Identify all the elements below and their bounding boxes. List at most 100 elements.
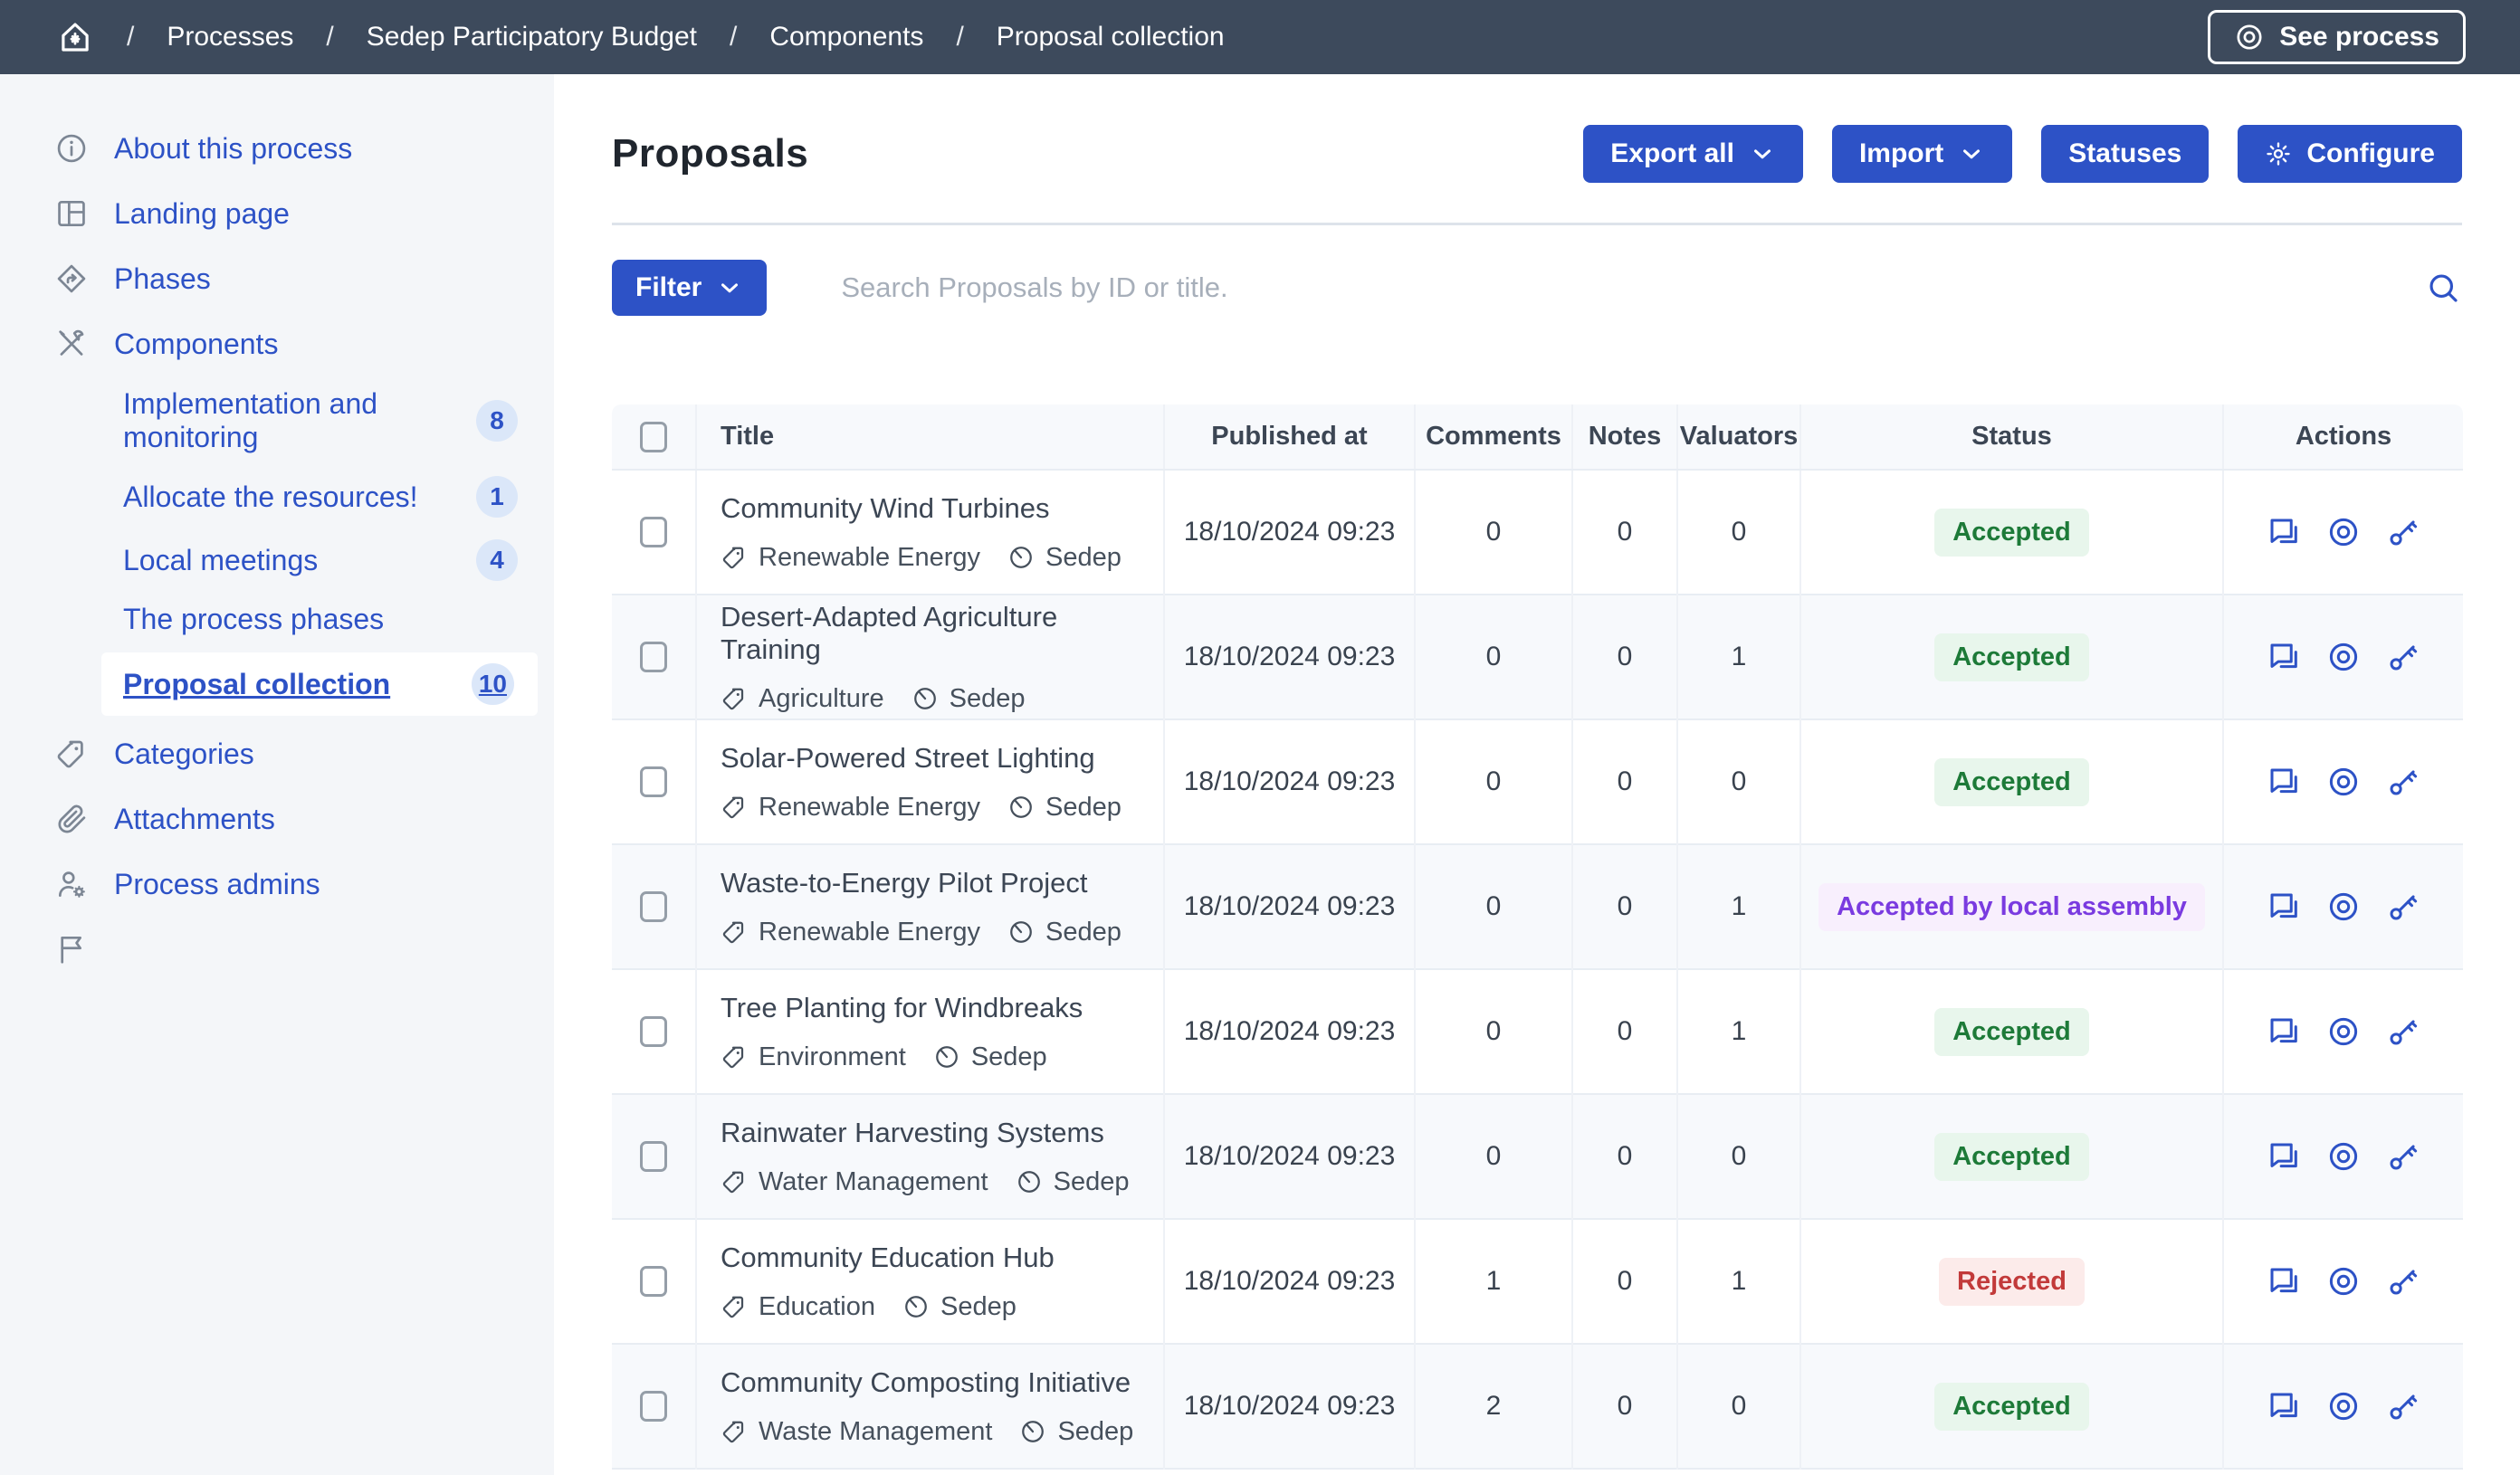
permissions-key-button[interactable]	[2386, 890, 2420, 924]
search-button[interactable]	[2424, 269, 2462, 307]
proposal-title: Desert-Adapted Agriculture Training	[721, 600, 1058, 665]
permissions-key-button[interactable]	[2386, 765, 2420, 799]
answer-proposal-button[interactable]	[2267, 1014, 2301, 1049]
preview-proposal-button[interactable]	[2326, 640, 2361, 674]
filter-button[interactable]: Filter	[612, 260, 768, 316]
row-checkbox[interactable]	[640, 1141, 667, 1172]
comments-cell: 0	[1414, 719, 1572, 844]
notes-cell: 0	[1571, 595, 1677, 719]
sidebar-item-label: Attachments	[114, 802, 275, 835]
sidebar-item-landing-page[interactable]: Landing page	[0, 181, 554, 246]
comments-cell: 0	[1414, 595, 1572, 719]
sidebar-item-process-admins[interactable]: Process admins	[0, 852, 554, 917]
proposal-scope: Sedep	[1053, 1166, 1130, 1196]
preview-proposal-button[interactable]	[2326, 765, 2361, 799]
sidebar-subitem-implementation-and-monitoring[interactable]: Implementation and monitoring 8	[0, 376, 554, 465]
sidebar-item-label: About this process	[114, 131, 353, 165]
gear-icon	[2267, 142, 2291, 166]
answer-proposal-button[interactable]	[2267, 890, 2301, 924]
scope-icon	[905, 1296, 927, 1318]
statuses-button[interactable]: Statuses	[2041, 125, 2210, 183]
sidebar-subitem-the-process-phases[interactable]: The process phases	[0, 592, 554, 647]
answer-proposal-button[interactable]	[2267, 640, 2301, 674]
layout-icon	[58, 200, 85, 227]
valuators-cell: 1	[1676, 844, 1800, 969]
published-at-cell: 18/10/2024 09:23	[1163, 470, 1415, 595]
table-header-row: Title Published at Comments Notes Valuat…	[612, 404, 2463, 471]
permissions-key-button[interactable]	[2386, 515, 2420, 549]
sidebar-item-components[interactable]: Components	[0, 311, 554, 376]
answer-proposal-button[interactable]	[2267, 1389, 2301, 1423]
preview-proposal-button[interactable]	[2326, 1389, 2361, 1423]
breadcrumb-process-name[interactable]: Sedep Participatory Budget	[366, 22, 697, 52]
home-link[interactable]	[56, 18, 94, 56]
answer-proposal-button[interactable]	[2267, 515, 2301, 549]
breadcrumb-components[interactable]: Components	[769, 22, 924, 52]
row-checkbox[interactable]	[640, 1266, 667, 1297]
answer-proposal-button[interactable]	[2267, 765, 2301, 799]
home-icon	[62, 23, 89, 52]
category-tag-icon	[722, 1296, 744, 1318]
proposal-scope: Sedep	[949, 683, 1026, 713]
breadcrumb-processes[interactable]: Processes	[167, 22, 294, 52]
sidebar-item-label: Landing page	[114, 196, 290, 230]
sidebar-item-about-this-process[interactable]: About this process	[0, 116, 554, 181]
published-at-cell: 18/10/2024 09:23	[1163, 969, 1415, 1094]
key-icon	[2390, 1270, 2418, 1295]
row-checkbox[interactable]	[640, 517, 667, 547]
row-checkbox[interactable]	[640, 1391, 667, 1422]
row-checkbox[interactable]	[640, 1016, 667, 1047]
permissions-key-button[interactable]	[2386, 1139, 2420, 1174]
preview-proposal-button[interactable]	[2326, 1139, 2361, 1174]
preview-proposal-button[interactable]	[2326, 515, 2361, 549]
sidebar-item-moderations[interactable]	[0, 917, 554, 982]
eye-icon	[2329, 1017, 2358, 1046]
notes-cell: 0	[1571, 470, 1677, 595]
preview-proposal-button[interactable]	[2326, 890, 2361, 924]
permissions-key-button[interactable]	[2386, 1014, 2420, 1049]
column-header-notes: Notes	[1571, 404, 1677, 471]
permissions-key-button[interactable]	[2386, 640, 2420, 674]
comments-cell: 0	[1414, 1094, 1572, 1219]
see-process-button[interactable]: See process	[2208, 10, 2466, 64]
search-input[interactable]	[841, 271, 2406, 304]
sidebar-item-phases[interactable]: Phases	[0, 246, 554, 311]
preview-proposal-button[interactable]	[2326, 1014, 2361, 1049]
chat-icon	[2270, 643, 2297, 669]
breadcrumb-separator: /	[326, 22, 334, 52]
status-badge: Accepted	[1934, 633, 2089, 681]
notes-cell: 0	[1571, 844, 1677, 969]
sidebar-subitem-proposal-collection[interactable]: Proposal collection 10	[101, 652, 538, 716]
page-title: Proposals	[612, 131, 809, 176]
status-badge: Rejected	[1939, 1257, 2085, 1306]
scope-icon	[1010, 547, 1032, 568]
column-header-comments: Comments	[1414, 404, 1572, 471]
permissions-key-button[interactable]	[2386, 1389, 2420, 1423]
table-row: Rainwater Harvesting Systems Water Manag…	[612, 1094, 2463, 1219]
permissions-key-button[interactable]	[2386, 1264, 2420, 1299]
answer-proposal-button[interactable]	[2267, 1139, 2301, 1174]
valuators-cell: 1	[1676, 1219, 1800, 1344]
sidebar-subitem-local-meetings[interactable]: Local meetings 4	[0, 528, 554, 592]
search-icon	[2429, 274, 2458, 302]
sidebar-item-attachments[interactable]: Attachments	[0, 786, 554, 852]
configure-button[interactable]: Configure	[2238, 125, 2462, 183]
sidebar-subitem-allocate-the-resources[interactable]: Allocate the resources! 1	[0, 465, 554, 528]
export-all-button[interactable]: Export all	[1583, 125, 1803, 183]
row-checkbox[interactable]	[640, 891, 667, 922]
valuators-cell: 0	[1676, 1094, 1800, 1219]
column-header-published-at: Published at	[1163, 404, 1415, 471]
status-badge: Accepted	[1934, 757, 2089, 806]
answer-proposal-button[interactable]	[2267, 1264, 2301, 1299]
preview-proposal-button[interactable]	[2326, 1264, 2361, 1299]
proposal-scope: Sedep	[1045, 792, 1122, 822]
sidebar-item-categories[interactable]: Categories	[0, 721, 554, 786]
sidebar-subitem-label: Allocate the resources!	[123, 480, 418, 513]
breadcrumb-proposal-collection[interactable]: Proposal collection	[996, 22, 1225, 52]
select-all-checkbox[interactable]	[640, 421, 667, 452]
import-button[interactable]: Import	[1831, 125, 2013, 183]
proposal-category: Renewable Energy	[759, 542, 981, 572]
notes-cell: 0	[1571, 719, 1677, 844]
row-checkbox[interactable]	[640, 642, 667, 672]
row-checkbox[interactable]	[640, 766, 667, 797]
